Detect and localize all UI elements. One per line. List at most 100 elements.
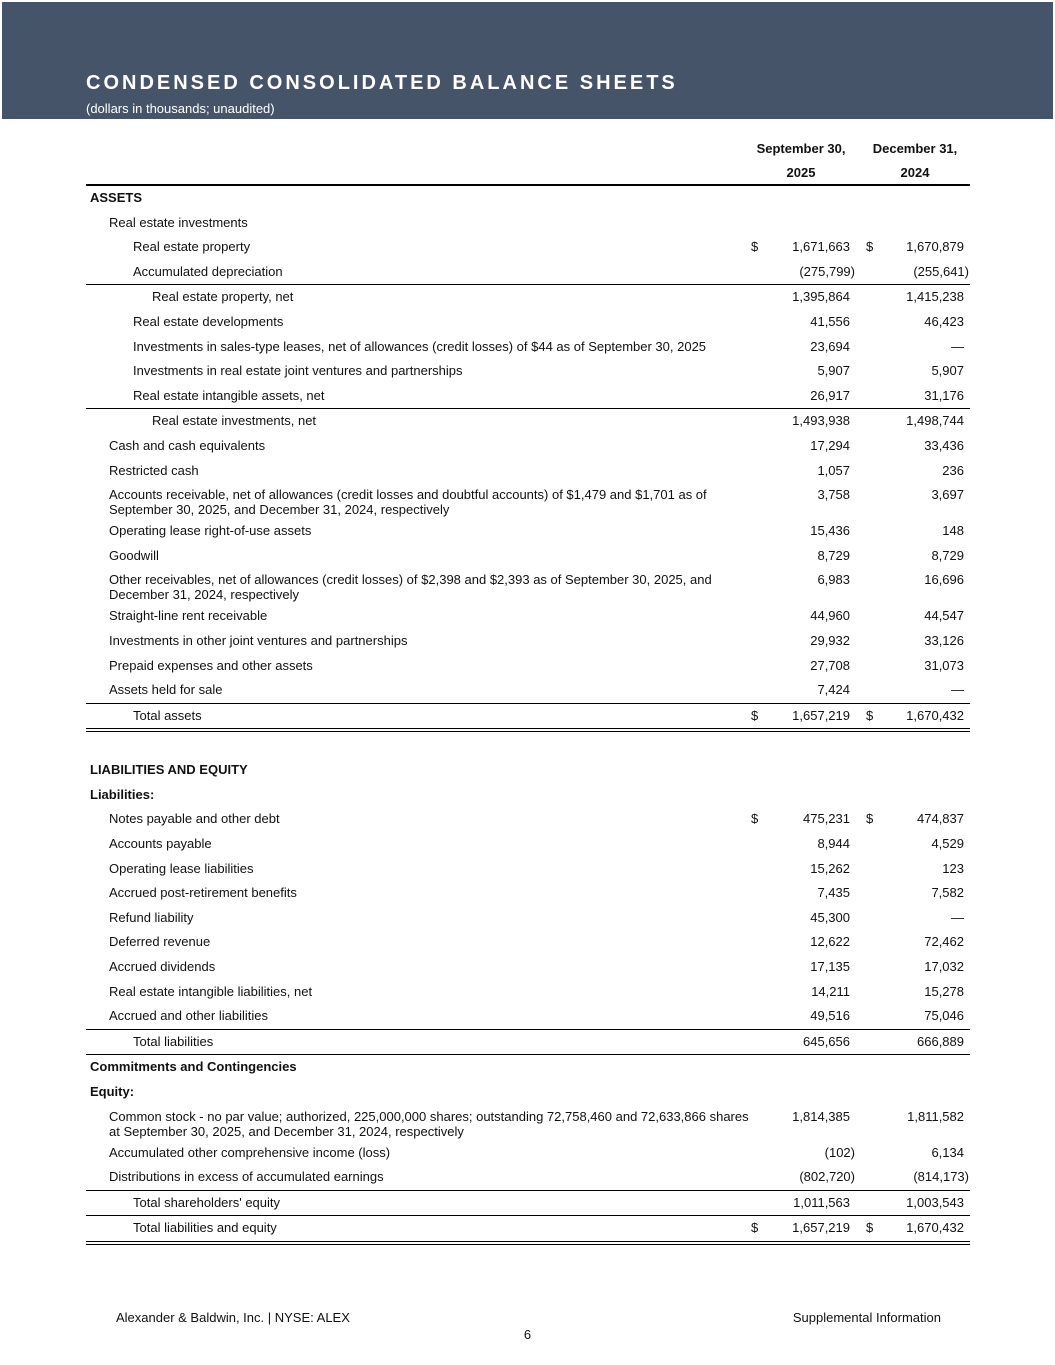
value-dec-2024: 5,907 [931, 363, 964, 379]
row-label: Accumulated depreciation [133, 263, 283, 279]
value-dec-2024: 1,415,238 [906, 289, 964, 305]
value-sep-2025: 44,960 [810, 608, 850, 624]
table-row: Other receivables, net of allowances (cr… [86, 568, 970, 604]
table-row: Distributions in excess of accumulated e… [86, 1165, 970, 1191]
row-label: Total liabilities and equity [133, 1220, 277, 1236]
table-row: Cash and cash equivalents 17,294 33,436 [86, 434, 970, 459]
row-label: Assets held for sale [109, 682, 223, 698]
value-dec-2024: 46,423 [924, 313, 964, 329]
value-sep-2025: 1,395,864 [792, 289, 850, 305]
table-row: Accrued post-retirement benefits 7,435 7,5… [86, 881, 970, 906]
value-dec-2024: 75,046 [924, 1008, 964, 1024]
page-subtitle: (dollars in thousands; unaudited) [86, 101, 275, 116]
value-sep-2025: 41,556 [810, 313, 850, 329]
value-dec-2024: 148 [942, 523, 964, 539]
table-row: Real estate investments, net 1,493,938 1,4… [86, 409, 970, 434]
value-dec-2024: 33,436 [924, 437, 964, 453]
value-sep-2025: 23,694 [810, 338, 850, 354]
currency-symbol: $ [751, 707, 759, 723]
value-sep-2025: 45,300 [810, 909, 850, 925]
table-row: Common stock - no par value; authorized,… [86, 1105, 970, 1141]
table-row: ASSETS [86, 186, 970, 211]
value-dec-2024: 7,582 [931, 885, 964, 901]
row-label: Real estate developments [133, 313, 284, 329]
row-label: Accounts receivable, net of allowances (… [109, 487, 707, 518]
row-label: Prepaid expenses and other assets [109, 657, 313, 673]
value-sep-2025: (802,720) [799, 1169, 855, 1185]
value-dec-2024: 1,811,582 [907, 1108, 964, 1124]
value-sep-2025: 14,211 [811, 983, 850, 999]
table-row: Restricted cash 1,057 236 [86, 459, 970, 484]
value-dec-2024: 72,462 [924, 934, 964, 950]
row-label: Real estate investments [109, 214, 248, 230]
balance-sheet-table: September 30, 2025 December 31, 2024 ASS… [86, 138, 970, 1245]
value-dec-2024: 236 [942, 462, 964, 478]
value-dec-2024: 31,176 [924, 387, 964, 403]
value-sep-2025: 8,729 [817, 547, 850, 563]
table-row: Operating lease liabilities 15,262 123 [86, 857, 970, 882]
table-row: Accumulated other comprehensive income (… [86, 1141, 970, 1166]
value-sep-2025: 1,493,938 [792, 413, 850, 429]
spacer [86, 732, 970, 758]
row-label: Real estate intangible assets, net [133, 387, 325, 403]
row-label: Restricted cash [109, 462, 199, 478]
table-row: Investments in other joint ventures and … [86, 629, 970, 654]
column-header-sep-2025: September 30, [756, 141, 846, 156]
value-dec-2024: — [951, 338, 964, 354]
value-sep-2025: 29,932 [810, 632, 850, 648]
table-row: Assets held for sale 7,424 — [86, 678, 970, 704]
row-label: Refund liability [109, 909, 194, 925]
value-sep-2025: 1,671,663 [792, 239, 850, 255]
value-dec-2024: 3,697 [931, 487, 964, 503]
table-row: Commitments and Contingencies [86, 1055, 970, 1080]
value-sep-2025: 8,944 [817, 836, 850, 852]
value-dec-2024: 1,498,744 [906, 413, 964, 429]
row-label: Accrued post-retirement benefits [109, 885, 297, 901]
row-label: Investments in sales-type leases, net of… [133, 338, 707, 354]
footer-section: Supplemental Information [792, 1310, 941, 1325]
table-row: Total liabilities and equity $ $1,657,219 1… [86, 1216, 970, 1245]
value-dec-2024: 6,134 [931, 1144, 964, 1160]
row-label: Real estate property [133, 239, 251, 255]
row-label: Real estate property, net [152, 289, 294, 305]
currency-symbol: $ [866, 811, 874, 827]
row-label: Cash and cash equivalents [109, 437, 266, 453]
table-row: Notes payable and other debt $ $475,231 474… [86, 807, 970, 832]
value-sep-2025: 475,231 [803, 811, 850, 827]
row-label: Notes payable and other debt [109, 811, 280, 827]
column-header-year-2024: 2024 [900, 165, 930, 180]
table-row: Real estate intangible liabilities, net 1… [86, 980, 970, 1005]
value-sep-2025: 7,424 [817, 682, 850, 698]
value-dec-2024: 44,547 [924, 608, 964, 624]
table-row: Total liabilities 645,656 666,889 [86, 1030, 970, 1056]
page-title: CONDENSED CONSOLIDATED BALANCE SHEETS [86, 72, 678, 94]
page-number: 6 [523, 1327, 532, 1342]
row-label: Real estate intangible liabilities, net [109, 983, 313, 999]
column-header-year-2025: 2025 [786, 165, 816, 180]
value-sep-2025: 15,436 [810, 523, 850, 539]
table-row: Investments in sales-type leases, net of… [86, 335, 970, 360]
row-label: Common stock - no par value; authorized,… [109, 1108, 749, 1139]
table-row: Accrued and other liabilities 49,516 75,04… [86, 1004, 970, 1030]
row-label: Straight-line rent receivable [109, 608, 268, 624]
value-sep-2025: 27,708 [810, 657, 850, 673]
value-sep-2025: 15,262 [810, 860, 850, 876]
row-label: Operating lease right-of-use assets [109, 523, 312, 539]
currency-symbol: $ [751, 239, 759, 255]
row-label: Real estate investments, net [152, 413, 317, 429]
row-label: Total assets [133, 707, 202, 723]
table-row: Accounts payable 8,944 4,529 [86, 832, 970, 857]
table-row: Prepaid expenses and other assets 27,708 3… [86, 654, 970, 679]
header-band: CONDENSED CONSOLIDATED BALANCE SHEETS (d… [2, 2, 1053, 119]
row-label: ASSETS [90, 190, 143, 205]
table-row: Investments in real estate joint venture… [86, 359, 970, 384]
table-row: Total assets $ $1,657,219 1,670,432 [86, 704, 970, 733]
row-label: Liabilities: [90, 786, 155, 802]
value-dec-2024: 4,529 [931, 836, 964, 852]
table-row: Equity: [86, 1080, 970, 1105]
value-sep-2025: 1,657,219 [792, 707, 850, 723]
value-dec-2024: (255,641) [913, 263, 969, 279]
row-label: Distributions in excess of accumulated e… [109, 1169, 384, 1185]
value-dec-2024: 17,032 [924, 959, 964, 975]
value-dec-2024: 1,003,543 [906, 1194, 964, 1210]
